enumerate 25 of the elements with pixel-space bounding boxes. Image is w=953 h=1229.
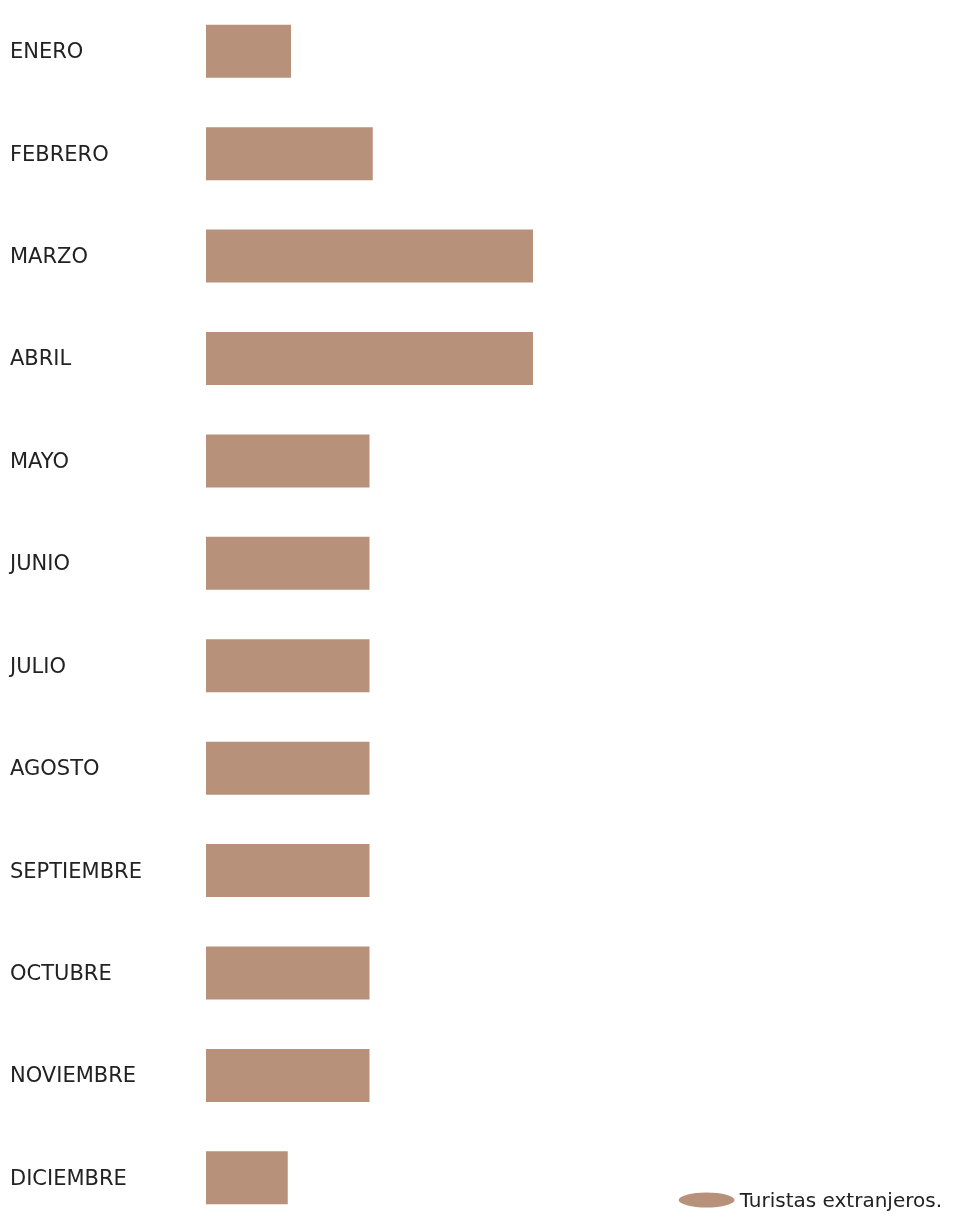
- bar: [206, 844, 370, 898]
- y-tick-label: JULIO: [8, 653, 66, 678]
- y-tick-label: FEBRERO: [10, 141, 109, 166]
- y-tick-label: OCTUBRE: [10, 960, 112, 985]
- bar: [206, 1151, 288, 1205]
- bar: [206, 1048, 370, 1102]
- bar: [206, 434, 370, 488]
- y-tick-label: MARZO: [10, 244, 88, 269]
- y-tick-label: AGOSTO: [10, 756, 100, 781]
- bar: [206, 741, 370, 795]
- y-tick-label: NOVIEMBRE: [10, 1063, 137, 1088]
- y-tick-label: ENERO: [10, 39, 84, 64]
- bar: [206, 24, 292, 78]
- legend-label: Turistas extranjeros.: [738, 1188, 942, 1212]
- bar: [206, 127, 373, 181]
- y-tick-label: JUNIO: [8, 551, 70, 576]
- y-tick-label: ABRIL: [10, 346, 72, 371]
- bar: [206, 229, 533, 283]
- bar: [206, 331, 533, 385]
- y-tick-label: DICIEMBRE: [10, 1165, 127, 1190]
- y-tick-label: MAYO: [10, 448, 70, 473]
- y-tick-label: SEPTIEMBRE: [10, 858, 142, 883]
- bar: [206, 639, 370, 693]
- bar: [206, 536, 370, 590]
- bar: [206, 946, 370, 1000]
